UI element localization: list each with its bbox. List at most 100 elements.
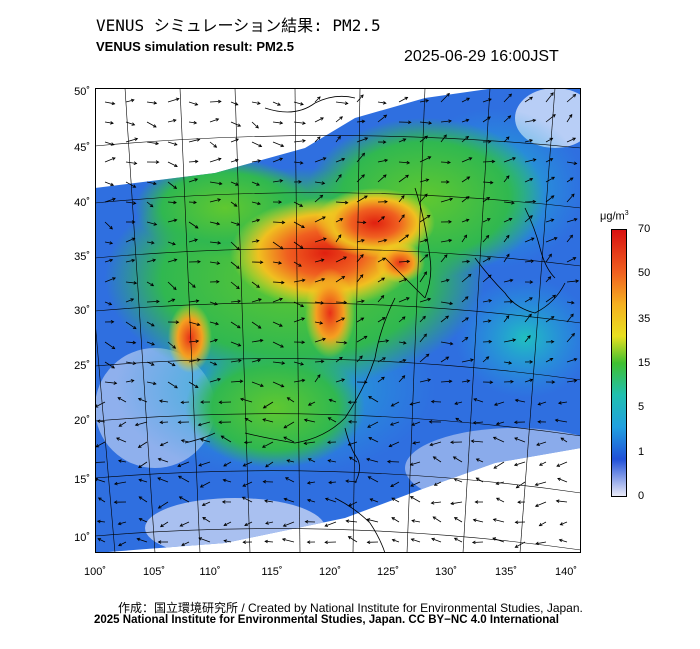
wind-arrow bbox=[146, 341, 155, 346]
wind-arrow-head bbox=[111, 101, 116, 106]
colorbar-unit: μg/m3 bbox=[600, 210, 629, 223]
wind-arrow-head bbox=[410, 538, 415, 542]
wind-arrow bbox=[335, 218, 343, 223]
wind-arrow bbox=[97, 520, 106, 523]
wind-arrow-head bbox=[152, 258, 157, 263]
wind-arrow-head bbox=[537, 420, 541, 424]
wind-arrow-head bbox=[301, 378, 306, 383]
wind-arrow bbox=[345, 480, 358, 483]
wind-arrow bbox=[198, 537, 211, 543]
wind-arrow bbox=[125, 281, 137, 284]
wind-arrow-head bbox=[423, 333, 427, 338]
wind-arrow bbox=[524, 139, 533, 143]
wind-arrow bbox=[230, 201, 238, 207]
wind-arrow-head bbox=[513, 420, 518, 425]
wind-arrow bbox=[472, 541, 484, 543]
wind-arrow bbox=[125, 138, 138, 143]
wind-arrow bbox=[556, 461, 568, 467]
wind-arrow-head bbox=[508, 217, 513, 222]
wind-arrow-head bbox=[367, 476, 372, 480]
wind-arrow bbox=[335, 379, 345, 383]
wind-arrow-head bbox=[573, 358, 578, 362]
wind-arrow-head bbox=[218, 420, 222, 425]
wind-arrow bbox=[545, 237, 558, 243]
wind-arrow bbox=[377, 340, 389, 343]
wind-arrow-head bbox=[130, 98, 135, 103]
wind-arrow-head bbox=[425, 178, 430, 182]
longitude-label: 105˚ bbox=[142, 566, 166, 578]
wind-arrow bbox=[503, 115, 511, 123]
wind-arrow-head bbox=[495, 497, 500, 502]
wind-arrow bbox=[264, 500, 274, 503]
wind-arrow bbox=[454, 478, 463, 483]
wind-arrow-head bbox=[366, 518, 371, 522]
wind-arrow bbox=[118, 541, 127, 546]
wind-arrow bbox=[494, 401, 505, 406]
wind-arrow bbox=[200, 439, 211, 443]
wind-arrow-head bbox=[381, 216, 385, 220]
wind-arrow-head bbox=[446, 180, 450, 184]
wind-arrow bbox=[167, 98, 180, 103]
wind-arrow bbox=[314, 96, 321, 103]
wind-arrow bbox=[230, 241, 240, 251]
wind-arrow bbox=[293, 201, 303, 207]
longitude-label: 115˚ bbox=[261, 566, 283, 578]
wind-arrow-head bbox=[213, 144, 218, 148]
wind-arrow bbox=[272, 101, 281, 106]
wind-arrow bbox=[370, 498, 379, 503]
wind-arrow-head bbox=[572, 137, 577, 141]
wind-arrow-head bbox=[424, 254, 429, 258]
wind-arrow-head bbox=[432, 516, 437, 520]
wind-arrow bbox=[307, 499, 316, 503]
wind-arrow-head bbox=[411, 519, 416, 523]
wind-arrow-head bbox=[149, 203, 154, 208]
wind-arrow bbox=[251, 101, 261, 104]
wind-arrow bbox=[293, 301, 304, 307]
wind-arrow bbox=[482, 356, 489, 363]
wind-arrow bbox=[433, 456, 442, 463]
wind-arrow-head bbox=[572, 257, 577, 261]
wind-arrow-head bbox=[492, 518, 497, 522]
wind-arrow bbox=[545, 158, 553, 163]
wind-arrow-head bbox=[242, 483, 247, 487]
wind-arrow-head bbox=[153, 181, 157, 186]
wind-arrow bbox=[419, 353, 430, 363]
wind-arrow bbox=[566, 161, 577, 164]
wind-arrow bbox=[461, 119, 469, 123]
wind-arrow-head bbox=[422, 315, 426, 320]
wind-arrow-head bbox=[549, 158, 554, 162]
wind-arrow bbox=[167, 298, 175, 303]
wind-arrow-head bbox=[464, 336, 469, 341]
wind-arrow bbox=[419, 193, 428, 203]
wind-arrow-head bbox=[550, 218, 555, 222]
wind-arrow bbox=[335, 256, 347, 263]
wind-arrow bbox=[146, 281, 154, 287]
wind-arrow bbox=[482, 197, 490, 203]
wind-arrow-head bbox=[348, 503, 352, 507]
wind-arrow bbox=[314, 360, 324, 363]
wind-arrow bbox=[245, 418, 253, 423]
colorbar-tick-label: 50 bbox=[638, 267, 651, 279]
wind-arrow-head bbox=[320, 258, 325, 262]
wind-arrow bbox=[265, 521, 274, 524]
wind-arrow-head bbox=[157, 457, 162, 462]
wind-arrow-head bbox=[279, 297, 283, 302]
wind-arrow-head bbox=[301, 224, 305, 229]
latitude-label: 40˚ bbox=[74, 197, 90, 209]
wind-arrow-head bbox=[264, 499, 268, 503]
wind-arrow bbox=[503, 201, 515, 204]
longitude-label: 100˚ bbox=[83, 566, 107, 578]
wind-arrow bbox=[377, 159, 388, 163]
wind-arrow bbox=[566, 218, 578, 223]
wind-arrow bbox=[251, 181, 260, 186]
wind-arrow bbox=[391, 517, 400, 523]
wind-arrow bbox=[454, 537, 463, 543]
wind-arrow bbox=[482, 274, 492, 283]
wind-arrow bbox=[188, 101, 198, 106]
wind-arrow-head bbox=[118, 423, 123, 427]
wind-arrow-head bbox=[487, 116, 491, 120]
wind-arrow-head bbox=[180, 400, 185, 405]
wind-arrow-head bbox=[560, 437, 565, 441]
wind-arrow-head bbox=[339, 116, 343, 120]
colorbar-tick-label: 15 bbox=[638, 357, 651, 369]
